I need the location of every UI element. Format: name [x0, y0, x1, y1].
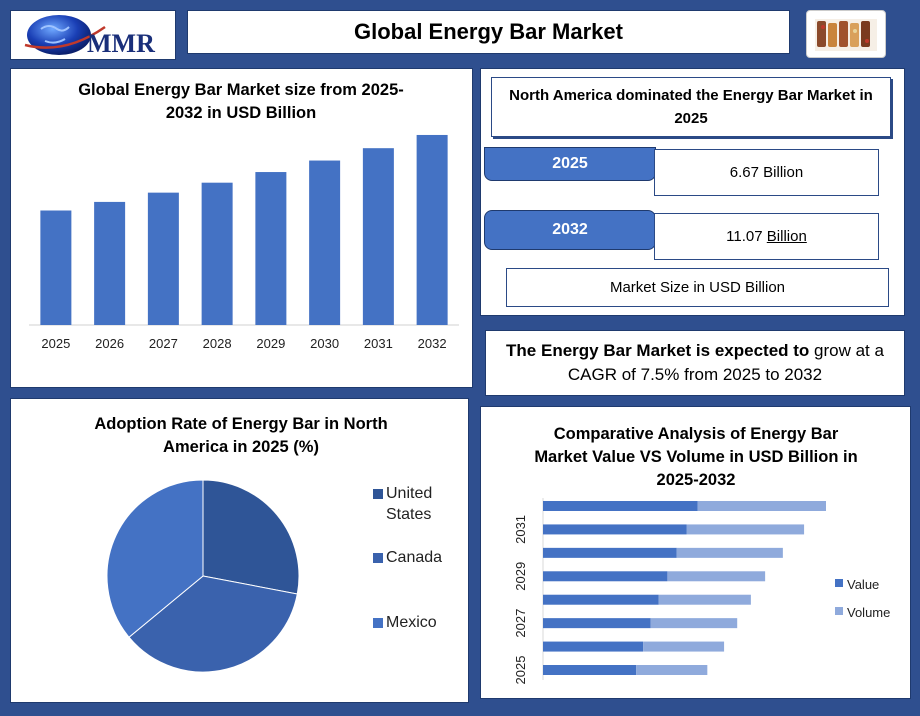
pie-legend-label: Canada — [386, 549, 443, 566]
value-2032-unit: Billion — [766, 228, 807, 245]
hbar-value-2026 — [543, 641, 644, 652]
hbar-tick-2025: 2025 — [513, 656, 528, 685]
bar-2031 — [362, 148, 394, 325]
hbar-value-2027 — [543, 618, 651, 629]
bar-2026 — [94, 201, 126, 325]
value-2032-number: 11.07 — [726, 228, 763, 245]
pie-legend-swatch — [373, 618, 383, 628]
hbar-value-2028 — [543, 594, 659, 605]
hbar-volume-2031 — [686, 524, 805, 535]
hbar-legend-swatch — [835, 579, 843, 587]
pie-slice-united-states — [202, 479, 300, 595]
bar-tick-2030: 2030 — [310, 336, 339, 351]
cagr-bold: The Energy Bar Market is expected to — [506, 341, 810, 360]
hbar-value-2031 — [543, 524, 687, 535]
logo-text: MMR — [87, 29, 155, 58]
hbar-volume-2032 — [697, 501, 826, 511]
kpi-header: North America dominated the Energy Bar M… — [491, 77, 891, 137]
adoption-pie-panel: Adoption Rate of Energy Bar in North Ame… — [10, 398, 469, 703]
pie-legend-swatch — [373, 553, 383, 563]
cagr-rest: grow at a CAGR of 7.5% from 2025 to 2032 — [567, 341, 884, 384]
hbar-chart-title: Comparative Analysis of Energy Bar Marke… — [534, 425, 858, 489]
bar-2029 — [255, 172, 287, 325]
hbar-value-2025 — [543, 665, 637, 675]
value-2032: 11.07 Billion — [654, 213, 879, 260]
bar-2030 — [309, 160, 341, 325]
pie-legend-label: United States — [386, 485, 433, 523]
hbar-volume-2027 — [650, 618, 738, 629]
value-2025: 6.67 Billion — [654, 149, 879, 196]
logo-panel: MMR — [10, 10, 176, 60]
hbar-chart: 2025 2027 2029 2031 — [513, 498, 826, 685]
hbar-tick-2027: 2027 — [513, 609, 528, 638]
year-2025-label: 2025 — [484, 147, 656, 181]
cagr-panel: The Energy Bar Market is expected to gro… — [485, 330, 905, 396]
pie-slice-canada — [128, 575, 298, 673]
hbar-tick-2031: 2031 — [513, 515, 528, 544]
mmr-logo — [24, 15, 106, 55]
bar-2025 — [40, 210, 72, 325]
energy-bar-photo — [806, 10, 886, 58]
cagr-text: The Energy Bar Market is expected to gro… — [494, 339, 896, 387]
bar-2032 — [416, 134, 448, 325]
globe-icon — [27, 15, 91, 55]
bar-tick-2031: 2031 — [364, 336, 393, 351]
year-2032-label: 2032 — [484, 210, 656, 250]
pie-chart — [106, 479, 300, 673]
hbar-volume-2030 — [676, 547, 783, 558]
page-title: Global Energy Bar Market — [187, 10, 790, 54]
bar-tick-2026: 2026 — [95, 336, 124, 351]
hbar-tick-2029: 2029 — [513, 562, 528, 591]
bar-2027 — [147, 192, 179, 325]
value-volume-chart-panel: Comparative Analysis of Energy Bar Marke… — [480, 406, 911, 699]
pie-legend-swatch — [373, 489, 383, 499]
bar-tick-2027: 2027 — [149, 336, 178, 351]
bar-tick-2025: 2025 — [41, 336, 70, 351]
hbar-legend-label: Value — [847, 577, 880, 592]
bar-chart: 2025 2026 2027 2028 2029 2030 2031 2032 — [29, 134, 459, 351]
kpi-panel: North America dominated the Energy Bar M… — [480, 68, 905, 316]
market-size-chart-panel: Global Energy Bar Market size from 2025-… — [10, 68, 473, 388]
hbar-volume-2028 — [658, 594, 751, 605]
bar-tick-2028: 2028 — [203, 336, 232, 351]
hbar-value-2029 — [543, 571, 668, 582]
hbar-volume-2029 — [667, 571, 766, 582]
hbar-legend-swatch — [835, 607, 843, 615]
hbar-value-2030 — [543, 547, 677, 558]
pie-legend-label: Mexico — [386, 614, 437, 631]
hbar-legend-label: Volume — [847, 605, 891, 620]
pie-chart-title: Adoption Rate of Energy Bar in North Ame… — [94, 415, 388, 456]
pie-slice-mexico — [106, 479, 204, 638]
bar-chart-title: Global Energy Bar Market size from 2025-… — [78, 81, 404, 122]
kpi-caption: Market Size in USD Billion — [506, 268, 889, 307]
hbar-value-2032 — [543, 501, 698, 511]
bar-tick-2032: 2032 — [418, 336, 447, 351]
hbar-volume-2025 — [636, 665, 708, 675]
hbar-volume-2026 — [643, 641, 725, 652]
bar-2028 — [201, 182, 233, 325]
bar-tick-2029: 2029 — [256, 336, 285, 351]
